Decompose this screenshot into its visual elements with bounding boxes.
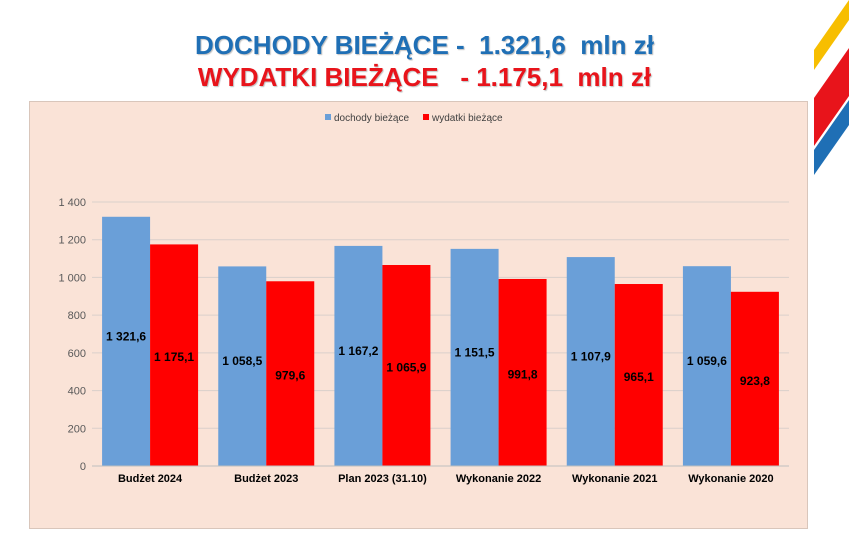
data-label: 1 107,9 bbox=[571, 350, 611, 364]
bar-chart: 0 200 400 600 800 1 000 1 200 1 400 1 321,6 1 175… bbox=[58, 113, 789, 485]
x-category-label: Budżet 2024 bbox=[118, 473, 183, 485]
title-expenses: WYDATKI BIEŻĄCE - 1.175,1 mln zł bbox=[197, 62, 652, 92]
data-label: 979,6 bbox=[275, 369, 305, 383]
chart-area: 0 200 400 600 800 1 000 1 200 1 400 1 321,6 1 175… bbox=[29, 101, 808, 529]
data-label: 965,1 bbox=[624, 370, 654, 384]
bar-income bbox=[102, 216, 151, 466]
x-category-label: Wykonanie 2020 bbox=[688, 473, 773, 485]
bar-income bbox=[566, 257, 615, 466]
y-tick-label: 1 400 bbox=[58, 197, 86, 209]
bar-income bbox=[218, 266, 267, 466]
legend-swatch bbox=[423, 114, 429, 120]
bar-income bbox=[334, 245, 383, 466]
bar-income bbox=[682, 266, 731, 466]
bar-expenses bbox=[614, 284, 663, 466]
bar-expenses bbox=[498, 278, 547, 466]
data-label: 991,8 bbox=[508, 367, 538, 381]
bar-expenses bbox=[730, 291, 779, 466]
bar-expenses bbox=[382, 265, 431, 466]
deco-stripe-red bbox=[814, 48, 849, 146]
data-label: 1 059,6 bbox=[687, 354, 727, 368]
data-label: 1 065,9 bbox=[386, 361, 426, 375]
x-category-label: Plan 2023 (31.10) bbox=[338, 473, 427, 485]
deco-stripe-yellow bbox=[814, 0, 849, 70]
data-label: 923,8 bbox=[740, 374, 770, 388]
data-label: 1 321,6 bbox=[106, 329, 146, 343]
x-category-label: Wykonanie 2022 bbox=[456, 473, 541, 485]
y-tick-label: 200 bbox=[68, 423, 86, 435]
data-label: 1 175,1 bbox=[154, 350, 194, 364]
title-income: DOCHODY BIEŻĄCE - 1.321,6 mln zł bbox=[195, 30, 654, 60]
x-category-label: Wykonanie 2021 bbox=[572, 473, 657, 485]
legend-swatch bbox=[325, 114, 331, 120]
y-tick-label: 600 bbox=[68, 348, 86, 360]
bar-expenses bbox=[150, 244, 199, 466]
y-tick-label: 800 bbox=[68, 310, 86, 322]
legend-label: dochody bieżące bbox=[334, 113, 409, 124]
y-tick-label: 1 000 bbox=[58, 272, 86, 284]
x-category-label: Budżet 2023 bbox=[234, 473, 298, 485]
diagonal-color-stripes-icon bbox=[814, 0, 849, 175]
y-tick-label: 400 bbox=[68, 386, 86, 398]
data-label: 1 167,2 bbox=[338, 344, 378, 358]
bar-expenses bbox=[266, 281, 315, 466]
y-tick-label: 0 bbox=[80, 461, 86, 473]
y-tick-label: 1 200 bbox=[58, 235, 86, 247]
deco-stripe-blue bbox=[814, 100, 849, 175]
data-label: 1 058,5 bbox=[222, 354, 262, 368]
data-label: 1 151,5 bbox=[455, 345, 495, 359]
legend-label: wydatki bieżące bbox=[431, 113, 503, 124]
bar-income bbox=[450, 248, 499, 466]
